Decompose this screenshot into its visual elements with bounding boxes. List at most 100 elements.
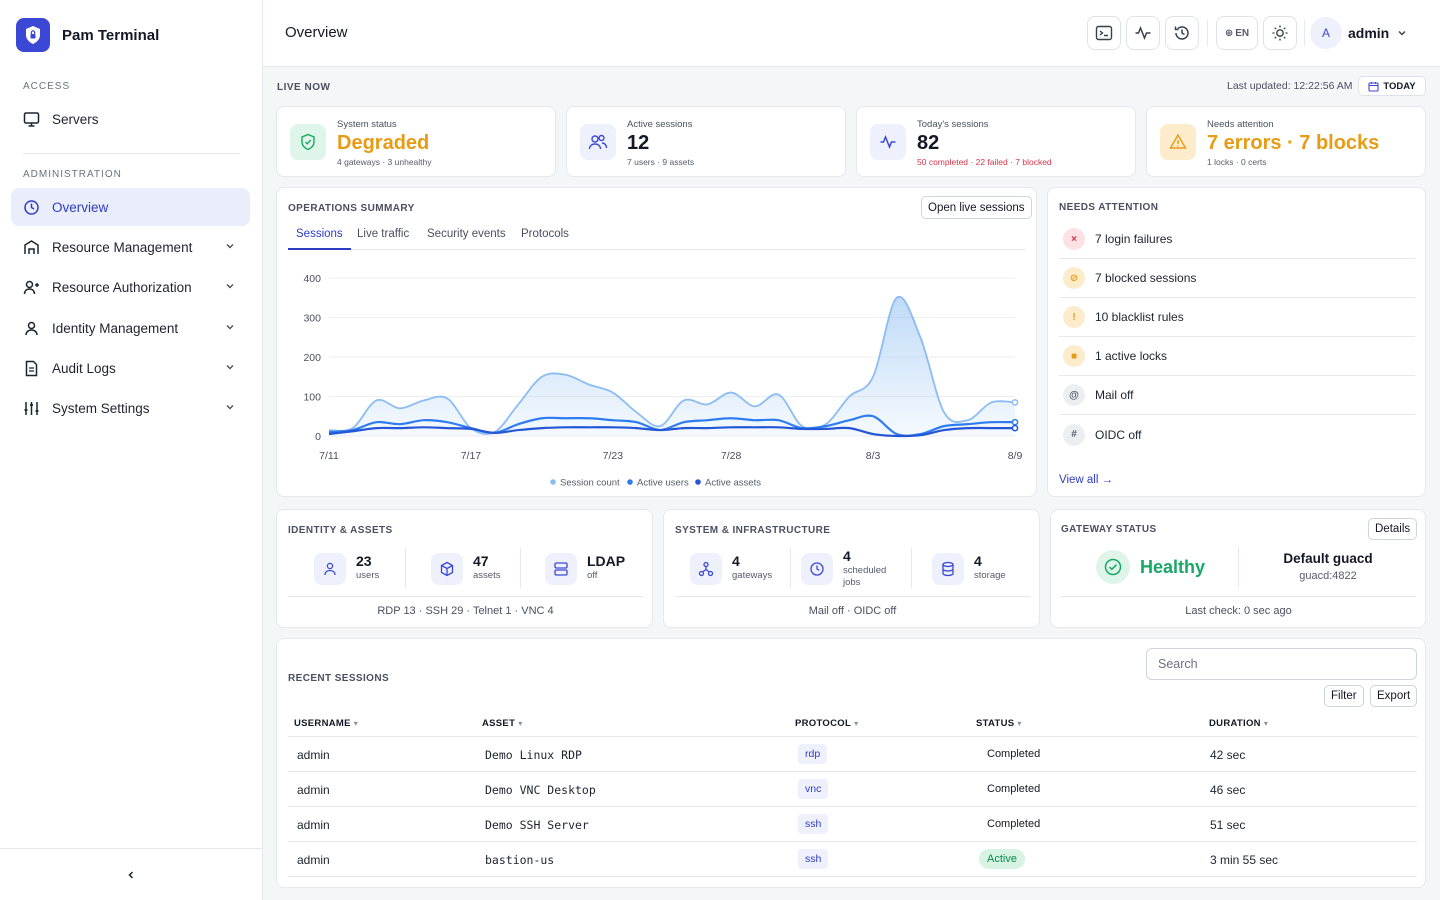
y-tick-label: 0 xyxy=(315,431,321,443)
server-icon xyxy=(545,553,577,585)
identity-assets-card: IDENTITY & ASSETS 23 users 47 assets LDA… xyxy=(276,509,653,628)
sidebar-item-identity-management[interactable]: Identity Management xyxy=(11,309,250,347)
legend-label: Session count xyxy=(560,478,620,489)
tab-protocols[interactable]: Protocols xyxy=(521,228,569,240)
status-badge: Active xyxy=(979,849,1025,869)
user-icon xyxy=(25,321,38,335)
sidebar-item-resource-management[interactable]: Resource Management xyxy=(11,228,250,266)
stat-card-active-sessions: Active sessions 12 7 users · 9 assets xyxy=(566,106,846,177)
stat-value: 12 xyxy=(627,132,650,154)
open-live-sessions-button[interactable]: Open live sessions xyxy=(921,196,1032,219)
column-header-username[interactable]: USERNAME ▾ xyxy=(294,718,358,729)
sidebar-item-label: Resource Authorization xyxy=(52,279,192,295)
table-row[interactable]: admin Demo Linux RDP rdp Completed 42 se… xyxy=(288,737,1417,772)
protocol-badge: vnc xyxy=(798,779,829,799)
table-row[interactable]: admin Demo VNC Desktop vnc Completed 46 … xyxy=(288,772,1417,807)
stat-label: System status xyxy=(337,119,397,130)
y-tick-label: 100 xyxy=(303,392,321,404)
column-header-protocol[interactable]: PROTOCOL ▾ xyxy=(795,718,858,729)
terminal-button[interactable] xyxy=(1087,16,1121,50)
series-area xyxy=(329,296,1015,436)
card-title: GATEWAY STATUS xyxy=(1061,524,1157,535)
sessions-chart: 0 100 200 300 400 7/11 7/17 7/23 7/28 8/3 8/9 Sessi… xyxy=(303,273,1022,489)
history-button[interactable] xyxy=(1165,16,1199,50)
avatar[interactable]: A xyxy=(1310,17,1342,49)
attention-item[interactable]: # OIDC off xyxy=(1059,415,1415,454)
assets-label: assets xyxy=(473,570,501,581)
cell-username: admin xyxy=(297,853,330,867)
column-label: DURATION xyxy=(1209,718,1261,729)
attention-item[interactable]: ! 10 blacklist rules xyxy=(1059,298,1415,337)
users-icon xyxy=(580,124,616,160)
theme-toggle-button[interactable] xyxy=(1263,16,1297,50)
details-button[interactable]: Details xyxy=(1368,518,1418,540)
operations-summary-card: OPERATIONS SUMMARY Open live sessions Se… xyxy=(276,187,1037,497)
jobs-label: scheduled jobs xyxy=(843,565,887,588)
gateway-address: guacd:4822 xyxy=(1299,570,1357,582)
calendar-icon xyxy=(1368,81,1379,92)
activity-icon xyxy=(1135,25,1151,41)
divider xyxy=(1238,547,1239,587)
collapse-sidebar-button[interactable] xyxy=(0,848,262,900)
sidebar-item-audit-logs[interactable]: Audit Logs xyxy=(11,349,250,387)
username[interactable]: admin xyxy=(1348,25,1390,41)
column-header-asset[interactable]: ASSET ▾ xyxy=(482,718,523,729)
tab-security-events[interactable]: Security events xyxy=(427,228,506,240)
sidebar: Pam Terminal ACCESS Servers ADMINISTRATI… xyxy=(0,0,263,900)
status-badge: Completed xyxy=(987,748,1041,760)
attention-item[interactable]: ⊘ 7 blocked sessions xyxy=(1059,259,1415,298)
cell-asset: Demo VNC Desktop xyxy=(485,783,596,797)
sidebar-item-servers[interactable]: Servers xyxy=(11,100,250,138)
activity-button[interactable] xyxy=(1126,16,1160,50)
at-icon: @ xyxy=(1063,384,1085,406)
clock-icon xyxy=(24,199,39,215)
search-input[interactable]: Search xyxy=(1146,648,1417,680)
attention-item[interactable]: × 7 login failures xyxy=(1059,220,1415,259)
globe-icon: ⊕ xyxy=(1224,27,1234,39)
card-title: NEEDS ATTENTION xyxy=(1059,202,1159,213)
sidebar-item-label: Servers xyxy=(52,111,99,127)
users-label: users xyxy=(356,570,380,581)
stat-label: Today's sessions xyxy=(917,119,989,130)
column-header-duration[interactable]: DURATION ▾ xyxy=(1209,718,1268,729)
tab-live-traffic[interactable]: Live traffic xyxy=(357,228,410,240)
today-button[interactable]: TODAY xyxy=(1358,76,1426,96)
cell-username: admin xyxy=(297,783,330,797)
legend-marker xyxy=(550,479,556,485)
view-all-link[interactable]: View all → xyxy=(1059,474,1114,486)
divider xyxy=(23,153,240,154)
tab-sessions[interactable]: Sessions xyxy=(288,228,351,250)
language-button[interactable]: ⊕ EN xyxy=(1216,16,1258,50)
ldap-label: off xyxy=(587,570,598,581)
filter-button[interactable]: Filter xyxy=(1324,685,1364,707)
sidebar-item-label: Overview xyxy=(52,199,109,215)
x-tick-label: 7/23 xyxy=(603,450,624,462)
blocked-icon: ⊘ xyxy=(1063,267,1085,289)
chevron-down-icon[interactable] xyxy=(1396,27,1408,39)
sidebar-item-resource-authorization[interactable]: Resource Authorization xyxy=(11,268,250,306)
series-end-point xyxy=(1011,399,1019,406)
stat-label: Active sessions xyxy=(627,119,693,130)
table-row[interactable]: admin bastion-us ssh Active 3 min 55 sec xyxy=(288,842,1417,877)
today-label: TODAY xyxy=(1383,80,1416,92)
attention-item[interactable]: @ Mail off xyxy=(1059,376,1415,415)
table-row[interactable]: admin Demo SSH Server ssh Completed 51 s… xyxy=(288,807,1417,842)
series-end-point xyxy=(1011,424,1019,432)
export-button[interactable]: Export xyxy=(1370,685,1418,707)
shield-logo-icon xyxy=(16,18,50,52)
cell-asset: bastion-us xyxy=(485,853,555,867)
brand: Pam Terminal xyxy=(16,18,159,52)
attention-item[interactable]: ■ 1 active locks xyxy=(1059,337,1415,376)
attention-label: 1 active locks xyxy=(1095,349,1168,363)
cell-username: admin xyxy=(297,818,330,832)
network-icon xyxy=(690,553,722,585)
terminal-icon xyxy=(1095,25,1113,41)
column-header-status[interactable]: STATUS ▾ xyxy=(976,718,1022,729)
sidebar-item-system-settings[interactable]: System Settings xyxy=(11,389,250,427)
last-check: Last check: 0 sec ago xyxy=(1185,605,1292,617)
stat-sub: 4 gateways · 3 unhealthy xyxy=(337,157,432,167)
sidebar-item-overview[interactable]: Overview xyxy=(11,188,250,226)
gateway-status-card: GATEWAY STATUS Details Healthy Default g… xyxy=(1050,509,1426,628)
sliders-icon xyxy=(24,401,39,415)
needs-attention-card: NEEDS ATTENTION × 7 login failures ⊘ 7 b… xyxy=(1047,187,1426,497)
